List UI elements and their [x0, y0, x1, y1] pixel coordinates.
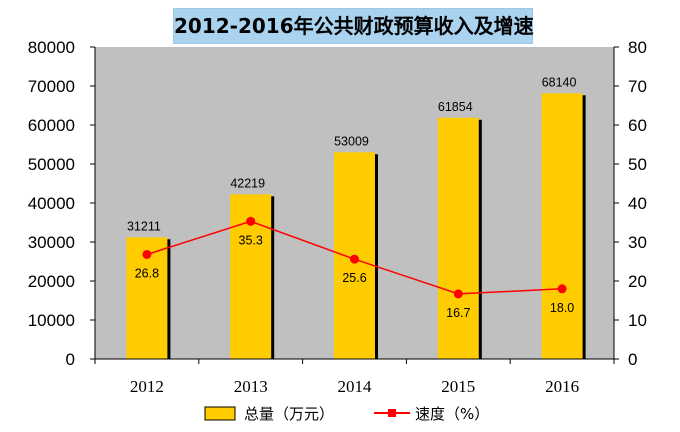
x-tick-label: 2015	[441, 377, 475, 396]
y-tick-label-right: 40	[628, 194, 647, 213]
bar-label: 68140	[542, 75, 577, 89]
speed-label: 35.3	[239, 233, 263, 247]
y-tick-label-left: 30000	[28, 233, 75, 252]
bar-label: 42219	[230, 176, 265, 190]
y-tick-label-left: 60000	[28, 116, 75, 135]
legend-marker-speed	[388, 409, 396, 417]
y-tick-label-left: 80000	[28, 38, 75, 57]
legend: 总量（万元） 速度（%）	[204, 405, 489, 423]
y-tick-label-left: 40000	[28, 194, 75, 213]
legend-label-speed: 速度（%）	[415, 405, 489, 423]
y-tick-label-right: 60	[628, 116, 647, 135]
bar-label: 53009	[334, 134, 369, 148]
legend-swatch-total	[204, 406, 236, 421]
speed-point	[557, 284, 567, 294]
y-tick-label-left: 20000	[28, 272, 75, 291]
bar-label: 31211	[127, 219, 161, 233]
speed-point	[142, 249, 152, 259]
speed-label: 18.0	[550, 301, 574, 315]
bar-label: 61854	[438, 100, 473, 114]
x-tick-label: 2014	[338, 377, 373, 396]
y-tick-label-left: 50000	[28, 155, 75, 174]
legend-label-total: 总量（万元）	[244, 405, 334, 423]
y-tick-label-right: 80	[628, 38, 647, 57]
speed-label: 25.6	[342, 271, 366, 285]
speed-point	[350, 254, 359, 264]
y-tick-label-right: 20	[628, 272, 647, 291]
y-tick-label-left: 70000	[28, 77, 75, 96]
y-tick-label-right: 50	[628, 155, 647, 174]
speed-label: 26.8	[135, 266, 159, 280]
y-tick-label-left: 0	[66, 350, 75, 369]
speed-point	[453, 289, 463, 299]
speed-label: 16.7	[446, 306, 470, 320]
y-tick-label-right: 0	[628, 350, 637, 369]
chart-title: 2012-2016年公共财政预算收入及增速	[173, 8, 534, 44]
y-tick-label-right: 70	[628, 77, 647, 96]
y-tick-label-right: 30	[628, 233, 647, 252]
y-tick-label-left: 10000	[28, 311, 75, 330]
x-tick-label: 2012	[130, 377, 164, 396]
y-tick-label-right: 10	[628, 311, 647, 330]
x-tick-label: 2013	[234, 377, 268, 396]
x-tick-label: 2016	[545, 377, 579, 396]
bar-2016	[541, 93, 583, 359]
bar-2015	[437, 117, 479, 359]
speed-point	[246, 216, 256, 226]
